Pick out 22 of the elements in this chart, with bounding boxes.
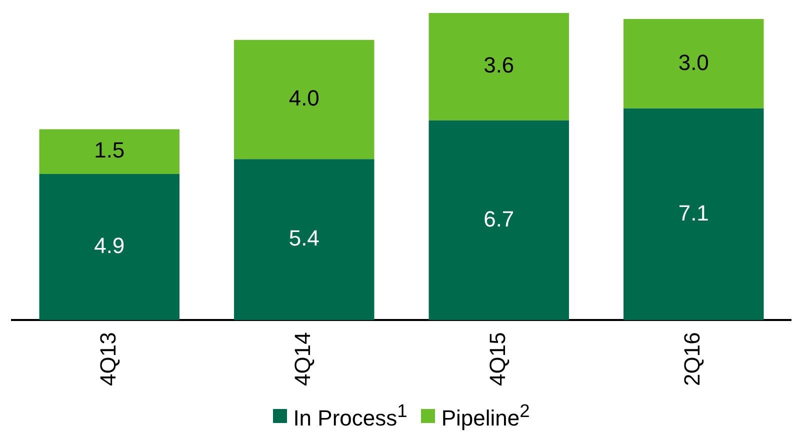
data-label: 4.0 bbox=[288, 86, 320, 111]
data-label: 3.0 bbox=[678, 50, 709, 75]
x-tick-label: 2Q16 bbox=[680, 332, 705, 386]
bar bbox=[624, 108, 764, 320]
bar bbox=[234, 40, 374, 160]
data-label: 5.4 bbox=[288, 226, 320, 251]
bar bbox=[39, 129, 180, 174]
data-label: 4.9 bbox=[94, 233, 125, 258]
data-label: 1.5 bbox=[94, 138, 125, 163]
bar bbox=[234, 159, 374, 320]
x-tick-label: 4Q13 bbox=[95, 332, 120, 386]
bar bbox=[428, 120, 569, 320]
legend-label: In Process$^{1}$ bbox=[293, 400, 408, 432]
bar bbox=[39, 174, 180, 320]
x-tick-label: 4Q15 bbox=[484, 332, 510, 386]
bar bbox=[624, 18, 764, 108]
legend-label: Pipeline$^{2}$ bbox=[441, 400, 530, 432]
data-label: 7.1 bbox=[678, 200, 709, 226]
bar bbox=[428, 13, 569, 120]
data-label: 3.6 bbox=[484, 52, 514, 78]
x-tick-label: 4Q14 bbox=[290, 332, 316, 386]
data-label: 6.7 bbox=[484, 206, 514, 232]
